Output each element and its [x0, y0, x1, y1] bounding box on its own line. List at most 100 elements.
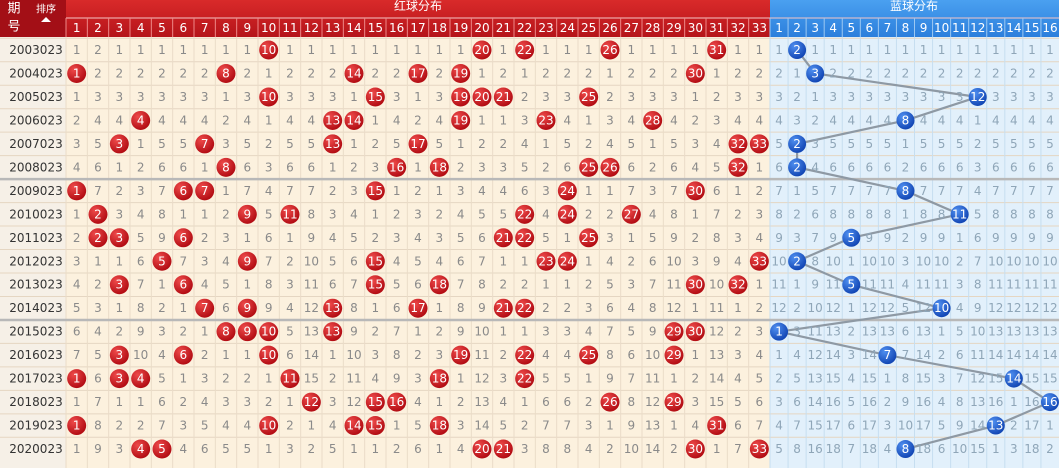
- red-omission: 7: [158, 184, 166, 198]
- red-omission: 10: [666, 254, 681, 268]
- blue-omission: 9: [775, 231, 783, 245]
- red-omission: 8: [94, 419, 102, 433]
- sort-label[interactable]: 排序: [36, 3, 56, 16]
- red-omission: 1: [436, 184, 444, 198]
- red-omission: 1: [393, 419, 401, 433]
- blue-ball-number: 11: [952, 207, 967, 221]
- blue-omission: 6: [847, 419, 855, 433]
- sort-icon[interactable]: [41, 17, 51, 22]
- red-omission: 8: [478, 278, 486, 292]
- blue-omission: 7: [938, 184, 946, 198]
- red-ball: [216, 157, 236, 177]
- red-ball-number: 14: [346, 67, 361, 81]
- red-omission: 7: [308, 184, 316, 198]
- red-ball-number: 6: [180, 348, 188, 362]
- red-omission: 6: [670, 160, 678, 174]
- red-ball-number: 33: [752, 254, 767, 268]
- red-omission: 2: [372, 67, 380, 81]
- red-omission: 1: [585, 254, 593, 268]
- blue-omission: 6: [847, 160, 855, 174]
- red-header-number: 6: [180, 21, 188, 35]
- red-ball: [515, 204, 535, 224]
- red-header-number: 8: [222, 21, 230, 35]
- blue-header-number: 11: [952, 21, 967, 35]
- red-omission: 6: [756, 395, 764, 409]
- red-omission: 6: [244, 160, 252, 174]
- red-omission: 6: [308, 160, 316, 174]
- red-omission: 2: [585, 137, 593, 151]
- blue-omission: 6: [1028, 160, 1036, 174]
- red-omission: 2: [265, 395, 273, 409]
- blue-ball: [788, 252, 807, 271]
- red-omission: 1: [734, 184, 742, 198]
- red-omission: 3: [201, 254, 209, 268]
- red-omission: 1: [564, 231, 572, 245]
- red-omission: 4: [585, 442, 593, 456]
- red-ball-number: 20: [474, 43, 489, 57]
- red-omission: 1: [692, 348, 700, 362]
- blue-omission: 9: [974, 301, 982, 315]
- red-omission: 4: [692, 160, 700, 174]
- red-ball-number: 11: [282, 207, 297, 221]
- red-omission: 2: [436, 325, 444, 339]
- red-omission: 1: [201, 325, 209, 339]
- red-omission: 1: [180, 372, 188, 386]
- red-ball: [664, 345, 684, 365]
- red-ball: [109, 134, 129, 154]
- blue-omission: 14: [1042, 348, 1057, 362]
- blue-ball-number: 2: [793, 137, 801, 151]
- red-ball-number: 25: [581, 231, 596, 245]
- red-omission: 1: [244, 43, 252, 57]
- red-omission: 6: [201, 442, 209, 456]
- red-header-number: 20: [474, 21, 489, 35]
- red-omission: 14: [645, 442, 660, 456]
- blue-omission: 2: [1010, 419, 1018, 433]
- blue-omission: 2: [902, 160, 910, 174]
- red-omission: 3: [265, 160, 273, 174]
- red-ball: [280, 204, 300, 224]
- red-omission: 3: [542, 90, 550, 104]
- blue-header-number: 12: [970, 21, 985, 35]
- red-omission: 2: [372, 137, 380, 151]
- issue-number: 2010023: [9, 207, 62, 221]
- blue-omission: 10: [898, 419, 913, 433]
- red-omission: 2: [222, 113, 230, 127]
- red-omission: 2: [308, 442, 316, 456]
- red-omission: 1: [414, 90, 422, 104]
- red-ball: [728, 275, 748, 295]
- red-header-number: 28: [645, 21, 660, 35]
- red-omission: 1: [692, 207, 700, 221]
- red-omission: 1: [436, 43, 444, 57]
- red-ball: [493, 228, 513, 248]
- red-header-number: 9: [244, 21, 252, 35]
- blue-omission: 4: [956, 301, 964, 315]
- red-ball: [109, 345, 129, 365]
- red-omission: 2: [286, 254, 294, 268]
- red-ball: [685, 439, 705, 459]
- blue-omission: 2: [1046, 67, 1054, 81]
- red-omission: 1: [436, 442, 444, 456]
- red-omission: 6: [606, 301, 614, 315]
- red-ball: [429, 416, 449, 436]
- red-omission: 12: [304, 301, 319, 315]
- red-omission: 6: [158, 395, 166, 409]
- blue-omission: 18: [1024, 442, 1039, 456]
- blue-omission: 16: [808, 442, 823, 456]
- red-ball: [429, 369, 449, 389]
- red-omission: 7: [457, 278, 465, 292]
- blue-omission: 8: [920, 207, 928, 221]
- red-omission: 4: [180, 442, 188, 456]
- red-ball: [707, 416, 727, 436]
- red-ball-number: 9: [244, 325, 252, 339]
- blue-omission: 16: [916, 395, 931, 409]
- blue-omission: 12: [1006, 301, 1021, 315]
- red-omission: 2: [756, 184, 764, 198]
- red-ball-number: 5: [158, 254, 166, 268]
- blue-omission: 1: [992, 43, 1000, 57]
- red-ball: [216, 64, 236, 84]
- red-omission: 6: [478, 231, 486, 245]
- red-ball-number: 15: [368, 278, 383, 292]
- blue-omission: 1: [811, 43, 819, 57]
- red-omission: 8: [457, 301, 465, 315]
